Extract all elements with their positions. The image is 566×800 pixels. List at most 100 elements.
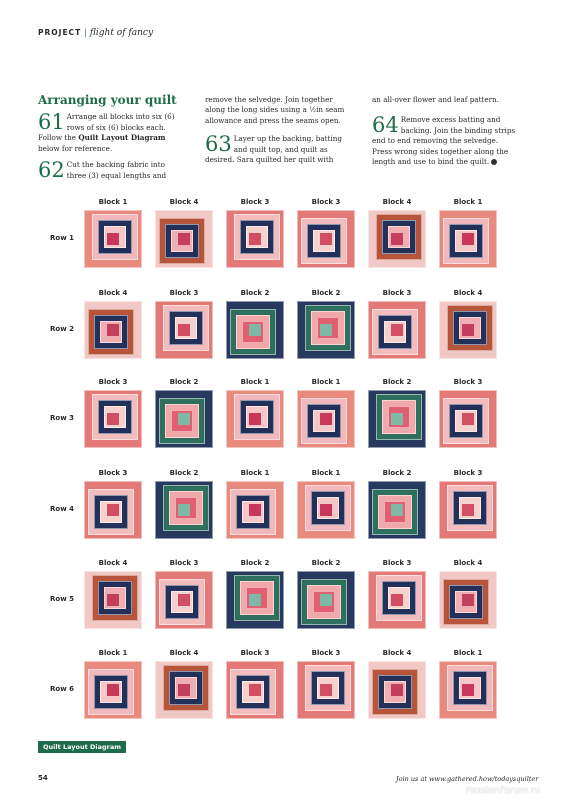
quilt-block	[368, 481, 426, 539]
header-separator: |	[84, 28, 87, 37]
block-centre	[462, 413, 474, 425]
quilt-block	[297, 301, 355, 359]
block-label: Block 3	[311, 198, 341, 206]
quilt-block	[155, 481, 213, 539]
row-label: Row 5	[50, 595, 74, 603]
block-centre	[320, 413, 332, 425]
quilt-block	[226, 661, 284, 719]
step-number: 62	[38, 158, 65, 183]
block-centre	[178, 413, 190, 425]
quilt-block	[226, 390, 284, 448]
block-centre	[320, 324, 332, 336]
block-centre	[462, 233, 474, 245]
block-label: Block 3	[169, 559, 199, 567]
quilt-block	[297, 571, 355, 629]
block-centre	[107, 324, 119, 336]
block-centre	[391, 594, 403, 606]
quilt-block	[439, 390, 497, 448]
block-centre	[462, 684, 474, 696]
block-label: Block 2	[169, 469, 199, 477]
block-centre	[249, 594, 261, 606]
step-text: Cut the backing fabric into three (3) eq…	[66, 160, 167, 180]
quilt-block	[368, 210, 426, 268]
block-centre	[107, 594, 119, 606]
block-centre	[178, 324, 190, 336]
quilt-block	[84, 301, 142, 359]
page-header: PROJECT | flight of fancy	[38, 28, 153, 38]
quilt-block	[439, 571, 497, 629]
block-centre	[391, 504, 403, 516]
step-bold: Quilt Layout Diagram	[78, 133, 166, 143]
quilt-block	[84, 210, 142, 268]
block-label: Block 3	[382, 559, 412, 567]
block-centre	[107, 684, 119, 696]
instructions-col-2: remove the selvedge. Join together along…	[205, 95, 350, 166]
quilt-block	[226, 210, 284, 268]
block-label: Block 4	[169, 649, 199, 657]
quilt-block	[297, 661, 355, 719]
instructions-col-3: an all-over flower and leaf pattern. 64 R…	[372, 95, 517, 168]
quilt-block	[439, 210, 497, 268]
step-64: 64 Remove excess batting and backing. Joi…	[372, 115, 517, 167]
block-label: Block 4	[98, 289, 128, 297]
block-centre	[249, 413, 261, 425]
block-centre	[107, 233, 119, 245]
block-label: Block 3	[311, 649, 341, 657]
quilt-block	[155, 571, 213, 629]
quilt-block	[297, 481, 355, 539]
quilt-block	[226, 481, 284, 539]
block-centre	[320, 504, 332, 516]
block-label: Block 3	[240, 649, 270, 657]
project-subtitle: flight of fancy	[89, 28, 154, 38]
watermark: PassionForum.ru	[466, 786, 541, 796]
block-centre	[320, 594, 332, 606]
block-label: Block 2	[169, 378, 199, 386]
quilt-block	[439, 301, 497, 359]
block-centre	[320, 684, 332, 696]
step-text: Remove excess batting and backing. Join …	[372, 115, 516, 167]
instructions: Arranging your quilt 61 Arrange all block…	[38, 92, 518, 192]
block-ring	[449, 404, 483, 438]
block-label: Block 3	[453, 469, 483, 477]
block-centre	[391, 324, 403, 336]
quilt-block	[155, 661, 213, 719]
row-label: Row 4	[50, 505, 74, 513]
block-centre	[249, 233, 261, 245]
quilt-block	[368, 661, 426, 719]
row-label: Row 2	[50, 325, 74, 333]
block-centre	[462, 324, 474, 336]
quilt-block	[368, 301, 426, 359]
quilt-block	[155, 210, 213, 268]
block-centre	[462, 594, 474, 606]
block-centre	[107, 504, 119, 516]
block-label: Block 4	[453, 559, 483, 567]
quilt-block	[368, 390, 426, 448]
block-label: Block 2	[311, 559, 341, 567]
block-centre	[391, 684, 403, 696]
block-centre	[391, 413, 403, 425]
row-label: Row 3	[50, 414, 74, 422]
block-label: Block 3	[169, 289, 199, 297]
block-label: Block 2	[382, 469, 412, 477]
quilt-block	[84, 661, 142, 719]
block-label: Block 4	[169, 198, 199, 206]
footer-text: Join us at www.gathered.how/todaysquilte…	[396, 775, 539, 783]
quilt-block	[226, 301, 284, 359]
block-label: Block 4	[98, 559, 128, 567]
quilt-block	[439, 661, 497, 719]
instructions-col-1: Arranging your quilt 61 Arrange all block…	[38, 92, 183, 181]
block-centre	[462, 504, 474, 516]
block-centre	[178, 594, 190, 606]
step-63: 63 Layer up the backing, batting and quil…	[205, 134, 350, 165]
block-label: Block 1	[311, 469, 341, 477]
section-title: Arranging your quilt	[38, 93, 177, 107]
quilt-block	[155, 390, 213, 448]
end-mark-icon	[491, 159, 498, 166]
block-label: Block 1	[98, 198, 128, 206]
quilt-block	[84, 390, 142, 448]
quilt-block	[84, 481, 142, 539]
block-centre	[107, 413, 119, 425]
block-ring	[236, 675, 270, 709]
block-centre	[178, 684, 190, 696]
block-label: Block 2	[311, 289, 341, 297]
